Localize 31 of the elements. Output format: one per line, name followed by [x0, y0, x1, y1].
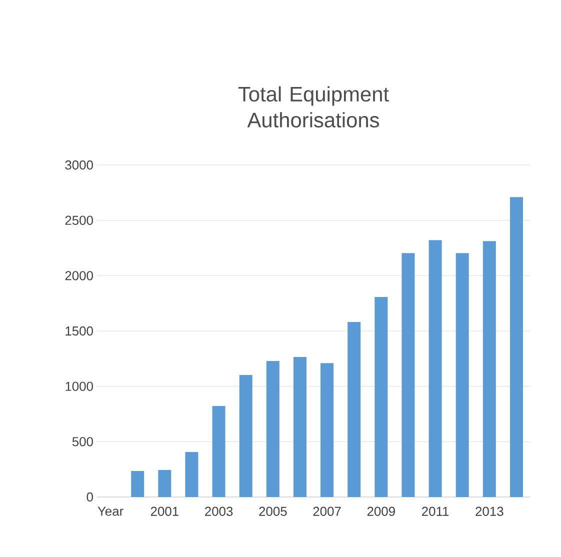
x-tick-label: 2011 — [422, 506, 449, 516]
bar — [402, 253, 415, 497]
x-tick-label: 2003 — [205, 506, 233, 516]
y-tick-label: 3000 — [65, 160, 93, 170]
chart-title: Total Equipment Authorisations — [238, 86, 389, 128]
y-tick-label: 1500 — [66, 326, 93, 336]
bar — [374, 297, 388, 497]
bar — [482, 241, 496, 497]
bar — [428, 240, 442, 497]
x-tick-label: 2001 — [150, 506, 178, 516]
bar — [320, 363, 334, 497]
bar — [510, 197, 523, 497]
y-tick-label: 500 — [72, 437, 93, 446]
bar — [293, 357, 306, 497]
y-tick-label: 0 — [86, 492, 93, 502]
x-tick-label: 2013 — [476, 506, 504, 516]
bar — [131, 470, 144, 497]
x-tick-label: 2005 — [259, 506, 287, 516]
y-tick-label: 1000 — [66, 382, 93, 391]
bar — [212, 406, 226, 497]
x-tick-label: 2007 — [313, 506, 341, 516]
bar — [158, 470, 172, 497]
bar — [239, 375, 252, 497]
y-tick-label: 2500 — [65, 216, 93, 225]
x-tick-label: 2009 — [367, 506, 395, 516]
bar — [348, 322, 361, 497]
bar — [456, 253, 469, 497]
x-tick-label: Year — [98, 506, 124, 516]
bar — [266, 360, 280, 497]
y-tick-label: 2000 — [65, 271, 93, 280]
bar — [185, 452, 198, 497]
